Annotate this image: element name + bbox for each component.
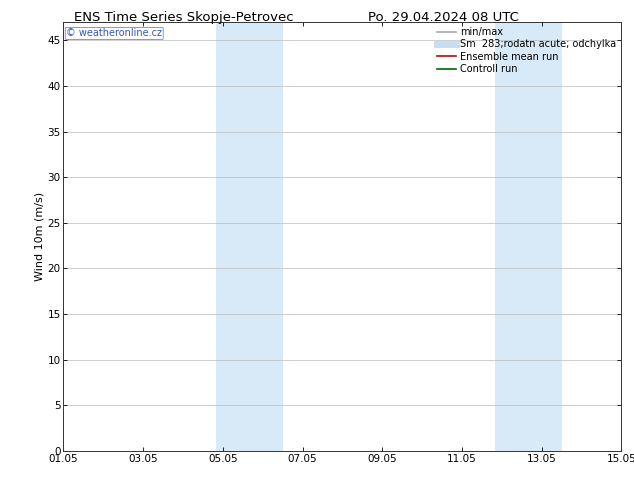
Y-axis label: Wind 10m (m/s): Wind 10m (m/s) (35, 192, 44, 281)
Bar (495, 22, 562, 451)
Legend: min/max, Sm  283;rodatn acute; odchylka, Ensemble mean run, Controll run: min/max, Sm 283;rodatn acute; odchylka, … (435, 25, 618, 76)
Text: ENS Time Series Skopje-Petrovec: ENS Time Series Skopje-Petrovec (74, 11, 294, 24)
Text: © weatheronline.cz: © weatheronline.cz (66, 28, 162, 39)
Text: Po. 29.04.2024 08 UTC: Po. 29.04.2024 08 UTC (368, 11, 519, 24)
Bar (216, 22, 283, 451)
